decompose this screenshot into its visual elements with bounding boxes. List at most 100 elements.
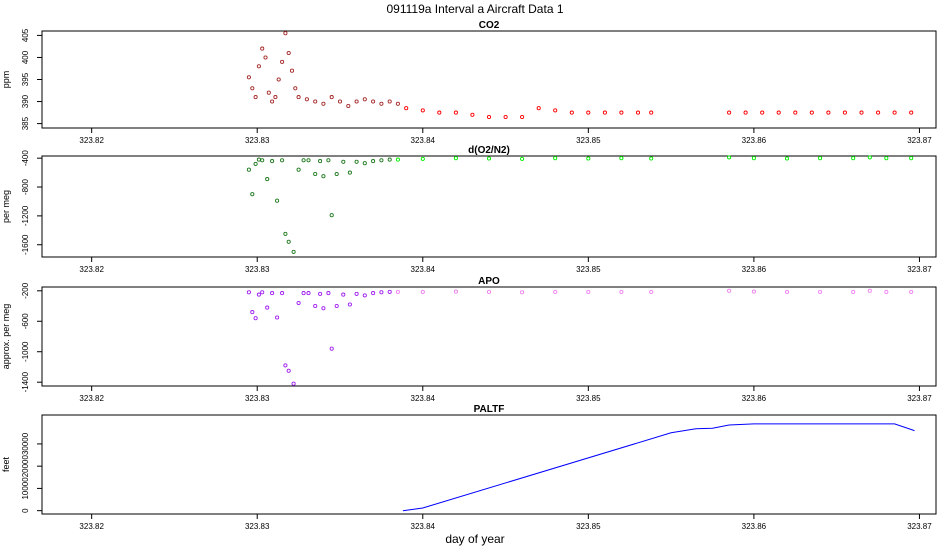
apo-data-point — [395, 289, 400, 294]
apo-data-point — [280, 291, 285, 296]
co2-data-point — [371, 99, 376, 104]
co2-xtick-label: 323.82 — [79, 136, 104, 145]
apo-xtick-label: 323.86 — [742, 394, 767, 403]
apo-data-point — [270, 291, 275, 296]
apo-data-point — [286, 368, 291, 373]
paltf-xtick-label: 323.84 — [411, 522, 436, 531]
co2-data-point — [635, 110, 641, 115]
o2n2-data-point — [784, 156, 790, 161]
paltf-series-line — [402, 423, 915, 512]
o2n2-data-point — [347, 170, 352, 175]
co2-data-point — [602, 110, 607, 115]
apo-ytick-label: -1400 — [21, 371, 30, 392]
o2n2-data-point — [250, 192, 255, 197]
apo-data-point — [253, 316, 258, 321]
apo-data-point — [283, 363, 288, 368]
apo-data-point — [884, 289, 889, 294]
apo-ytick-label: -600 — [21, 313, 30, 330]
o2n2-xtick-label: 323.85 — [576, 265, 601, 274]
o2n2-data-point — [909, 156, 914, 161]
apo-xtick-label: 323.84 — [411, 394, 436, 403]
o2n2-data-point — [334, 171, 339, 177]
paltf-xtick-label: 323.87 — [907, 522, 932, 531]
apo-data-point — [334, 303, 339, 309]
o2n2-data-point — [884, 156, 889, 161]
co2-data-point — [793, 110, 798, 115]
apo-xtick-label: 323.87 — [907, 394, 932, 403]
co2-data-point — [283, 31, 288, 36]
apo-panel: APO approx. per meg 323.82 323.83 323.84 323.… — [1, 276, 937, 403]
apo-data-point — [784, 289, 790, 294]
co2-ytick-label: 405 — [21, 28, 30, 42]
co2-data-point — [503, 114, 508, 120]
apo-data-point — [306, 291, 311, 296]
co2-data-point — [809, 110, 814, 115]
apo-data-point — [326, 291, 331, 296]
apo-data-point — [520, 290, 525, 295]
o2n2-xtick-label: 323.82 — [79, 265, 104, 274]
co2-data-point — [404, 106, 409, 111]
apo-data-point — [246, 290, 251, 295]
co2-title: CO2 — [479, 20, 500, 31]
o2n2-data-point — [354, 159, 359, 164]
co2-data-point — [329, 95, 334, 100]
o2n2-ylabel: per meg — [1, 190, 11, 223]
apo-xtick-label: 323.85 — [576, 394, 601, 403]
co2-data-point — [379, 101, 384, 106]
figure-title: 091119a Interval a Aircraft Data 1 — [387, 2, 564, 16]
co2-data-point — [253, 95, 258, 100]
apo-data-point — [296, 300, 301, 306]
co2-ytick-label: 400 — [21, 50, 30, 64]
o2n2-data-point — [362, 161, 367, 166]
apo-data-point — [818, 289, 823, 294]
o2n2-data-point — [649, 156, 654, 161]
o2n2-data-point — [321, 174, 326, 179]
co2-data-point — [362, 97, 367, 102]
o2n2-data-point — [867, 155, 872, 160]
o2n2-data-point — [818, 156, 823, 161]
paltf-plot-frame — [41, 414, 937, 515]
co2-data-point — [313, 99, 318, 104]
paltf-ytick-label: 10000 — [21, 477, 30, 500]
co2-data-point — [246, 75, 251, 80]
figure-xlabel: day of year — [445, 532, 504, 546]
apo-plot-frame — [41, 286, 937, 387]
apo-data-point — [347, 302, 352, 307]
co2-data-point — [437, 110, 442, 115]
co2-data-point — [260, 46, 265, 51]
co2-xtick-label: 323.87 — [907, 136, 932, 145]
co2-data-point — [826, 110, 831, 115]
apo-title: APO — [478, 276, 500, 287]
o2n2-data-point — [379, 158, 384, 163]
apo-data-point — [649, 289, 654, 294]
apo-data-point — [341, 292, 346, 297]
co2-data-point — [354, 99, 359, 104]
co2-ylabel: ppm — [1, 71, 11, 89]
co2-data-point — [892, 110, 897, 115]
co2-data-point — [304, 97, 309, 102]
o2n2-ytick-label: -1600 — [21, 234, 30, 255]
o2n2-data-point — [301, 158, 306, 163]
paltf-ylabel: feet — [1, 456, 11, 472]
co2-data-point — [536, 106, 541, 111]
apo-data-point — [256, 292, 261, 297]
apo-data-point — [909, 289, 914, 294]
co2-data-point — [387, 99, 392, 104]
co2-data-point — [346, 103, 351, 109]
o2n2-title: d(O2/N2) — [468, 145, 510, 156]
apo-data-point — [321, 306, 326, 311]
o2n2-data-point — [265, 177, 270, 182]
co2-data-point — [266, 90, 271, 95]
co2-data-point — [876, 110, 881, 115]
co2-data-point — [553, 108, 558, 113]
paltf-panel: PALTF feet 323.82 323.83 323.84 323.85 323.86 3… — [1, 404, 937, 531]
apo-data-point — [265, 305, 270, 310]
apo-data-point — [291, 381, 296, 386]
apo-data-point — [362, 293, 367, 298]
apo-ytick-label: -1000 — [21, 341, 30, 362]
co2-data-point — [743, 110, 748, 115]
apo-data-point — [318, 291, 323, 296]
o2n2-data-point — [553, 156, 558, 161]
apo-data-point — [420, 289, 425, 294]
